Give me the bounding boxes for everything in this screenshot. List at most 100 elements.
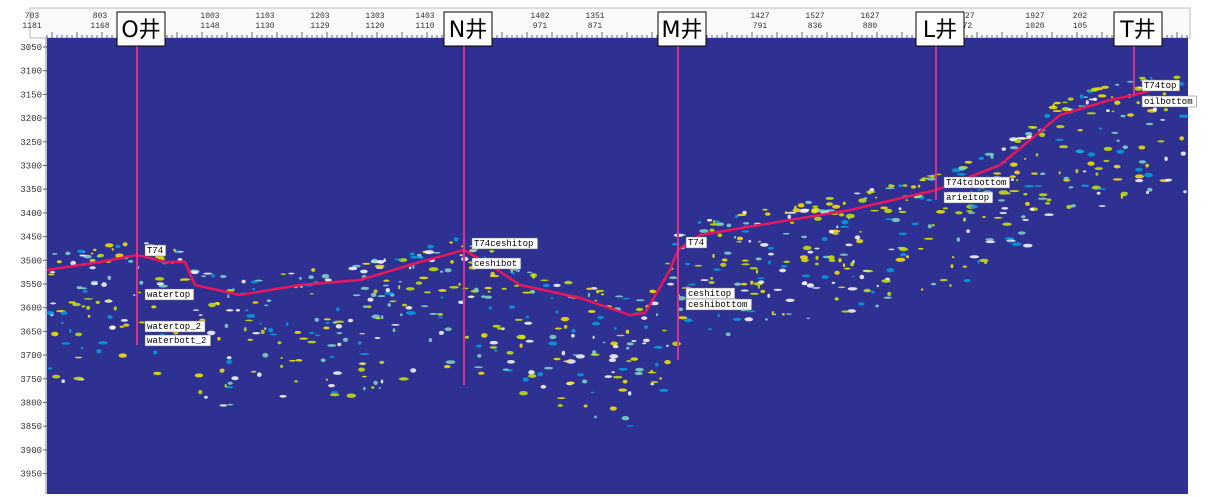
amplitude-spot xyxy=(207,330,216,336)
depth-label: 3600 xyxy=(20,304,42,314)
amplitude-spot xyxy=(780,265,788,268)
amplitude-spot xyxy=(70,260,76,266)
amplitude-spot xyxy=(1064,108,1074,111)
amplitude-spot xyxy=(626,346,630,350)
amplitude-spot xyxy=(582,379,588,384)
amplitude-spot xyxy=(694,264,703,267)
ruler-label: 1927 xyxy=(1025,12,1044,21)
amplitude-spot xyxy=(246,314,256,318)
amplitude-spot xyxy=(979,258,989,263)
amplitude-spot xyxy=(382,284,389,287)
amplitude-spot xyxy=(1122,145,1129,150)
amplitude-spot xyxy=(1076,149,1085,154)
amplitude-spot xyxy=(888,248,895,251)
amplitude-spot xyxy=(405,287,415,291)
amplitude-spot xyxy=(1022,218,1030,221)
amplitude-spot xyxy=(519,391,528,396)
amplitude-spot xyxy=(650,382,655,386)
amplitude-spot xyxy=(856,239,864,244)
well-label-box xyxy=(657,11,707,47)
amplitude-spot xyxy=(939,278,948,282)
amplitude-spot xyxy=(1068,186,1074,189)
amplitude-spot xyxy=(56,260,62,264)
depth-label: 3550 xyxy=(20,280,42,290)
amplitude-spot xyxy=(999,212,1007,214)
amplitude-spot xyxy=(881,279,891,283)
amplitude-spot xyxy=(374,337,381,339)
amplitude-spot xyxy=(786,313,792,315)
amplitude-spot xyxy=(742,210,747,215)
amplitude-spot xyxy=(919,178,927,182)
ruler-label: 1427 xyxy=(750,12,769,21)
amplitude-spot xyxy=(666,344,669,347)
amplitude-spot xyxy=(1139,76,1146,80)
well-label: T井 xyxy=(1119,18,1155,43)
amplitude-spot xyxy=(1023,192,1028,196)
amplitude-spot xyxy=(755,257,762,261)
amplitude-spot xyxy=(969,205,979,209)
amplitude-spot xyxy=(74,356,83,359)
amplitude-spot xyxy=(502,368,509,371)
amplitude-spot xyxy=(966,229,970,233)
amplitude-spot xyxy=(884,208,893,214)
amplitude-spot xyxy=(128,259,134,263)
amplitude-spot xyxy=(1087,161,1095,166)
ruler-label: 1827 xyxy=(955,12,974,21)
depth-label: 3300 xyxy=(20,162,42,172)
ruler-label: 1003 xyxy=(200,12,219,21)
ruler-label: 880 xyxy=(863,22,878,31)
amplitude-spot xyxy=(507,360,515,364)
amplitude-spot xyxy=(68,301,76,304)
amplitude-spot xyxy=(362,305,369,309)
amplitude-spot xyxy=(522,291,532,294)
amplitude-spot xyxy=(736,236,744,241)
amplitude-spot xyxy=(741,263,750,266)
amplitude-spot xyxy=(560,316,570,322)
amplitude-spot xyxy=(325,322,330,325)
amplitude-spot xyxy=(842,201,846,205)
amplitude-spot xyxy=(898,210,907,214)
horizon-label: T74 xyxy=(688,238,704,248)
horizon-label: T74 xyxy=(147,246,163,256)
amplitude-spot xyxy=(91,280,99,283)
ruler-label: 1303 xyxy=(365,12,384,21)
amplitude-spot xyxy=(713,220,716,224)
amplitude-spot xyxy=(352,264,361,268)
amplitude-spot xyxy=(151,305,157,309)
amplitude-spot xyxy=(734,282,742,286)
amplitude-spot xyxy=(220,275,227,278)
amplitude-spot xyxy=(676,296,686,301)
amplitude-spot xyxy=(677,316,688,320)
amplitude-spot xyxy=(1110,96,1114,99)
amplitude-spot xyxy=(107,315,113,319)
well-label: L井 xyxy=(923,18,957,43)
amplitude-spot xyxy=(501,287,507,290)
amplitude-spot xyxy=(612,375,623,379)
amplitude-spot xyxy=(438,289,447,292)
ruler-label: 1351 xyxy=(585,12,604,21)
amplitude-spot xyxy=(805,200,813,205)
amplitude-spot xyxy=(231,376,239,381)
amplitude-spot xyxy=(383,258,387,263)
amplitude-spot xyxy=(618,367,628,371)
amplitude-spot xyxy=(876,284,879,288)
amplitude-spot xyxy=(400,313,403,317)
amplitude-spot xyxy=(905,255,910,259)
amplitude-spot xyxy=(52,374,61,379)
amplitude-spot xyxy=(118,353,127,358)
amplitude-spot xyxy=(1116,139,1120,142)
amplitude-spot xyxy=(942,207,948,210)
amplitude-spot xyxy=(655,313,659,317)
amplitude-spot xyxy=(532,274,535,279)
amplitude-spot xyxy=(900,252,907,257)
amplitude-spot xyxy=(734,235,737,239)
amplitude-spot xyxy=(699,229,709,233)
amplitude-spot xyxy=(825,209,835,212)
amplitude-spot xyxy=(314,317,320,322)
amplitude-spot xyxy=(1112,178,1123,181)
amplitude-spot xyxy=(82,290,88,293)
amplitude-spot xyxy=(611,371,615,374)
amplitude-spot xyxy=(985,238,994,241)
amplitude-spot xyxy=(998,199,1005,202)
amplitude-spot xyxy=(557,404,563,407)
